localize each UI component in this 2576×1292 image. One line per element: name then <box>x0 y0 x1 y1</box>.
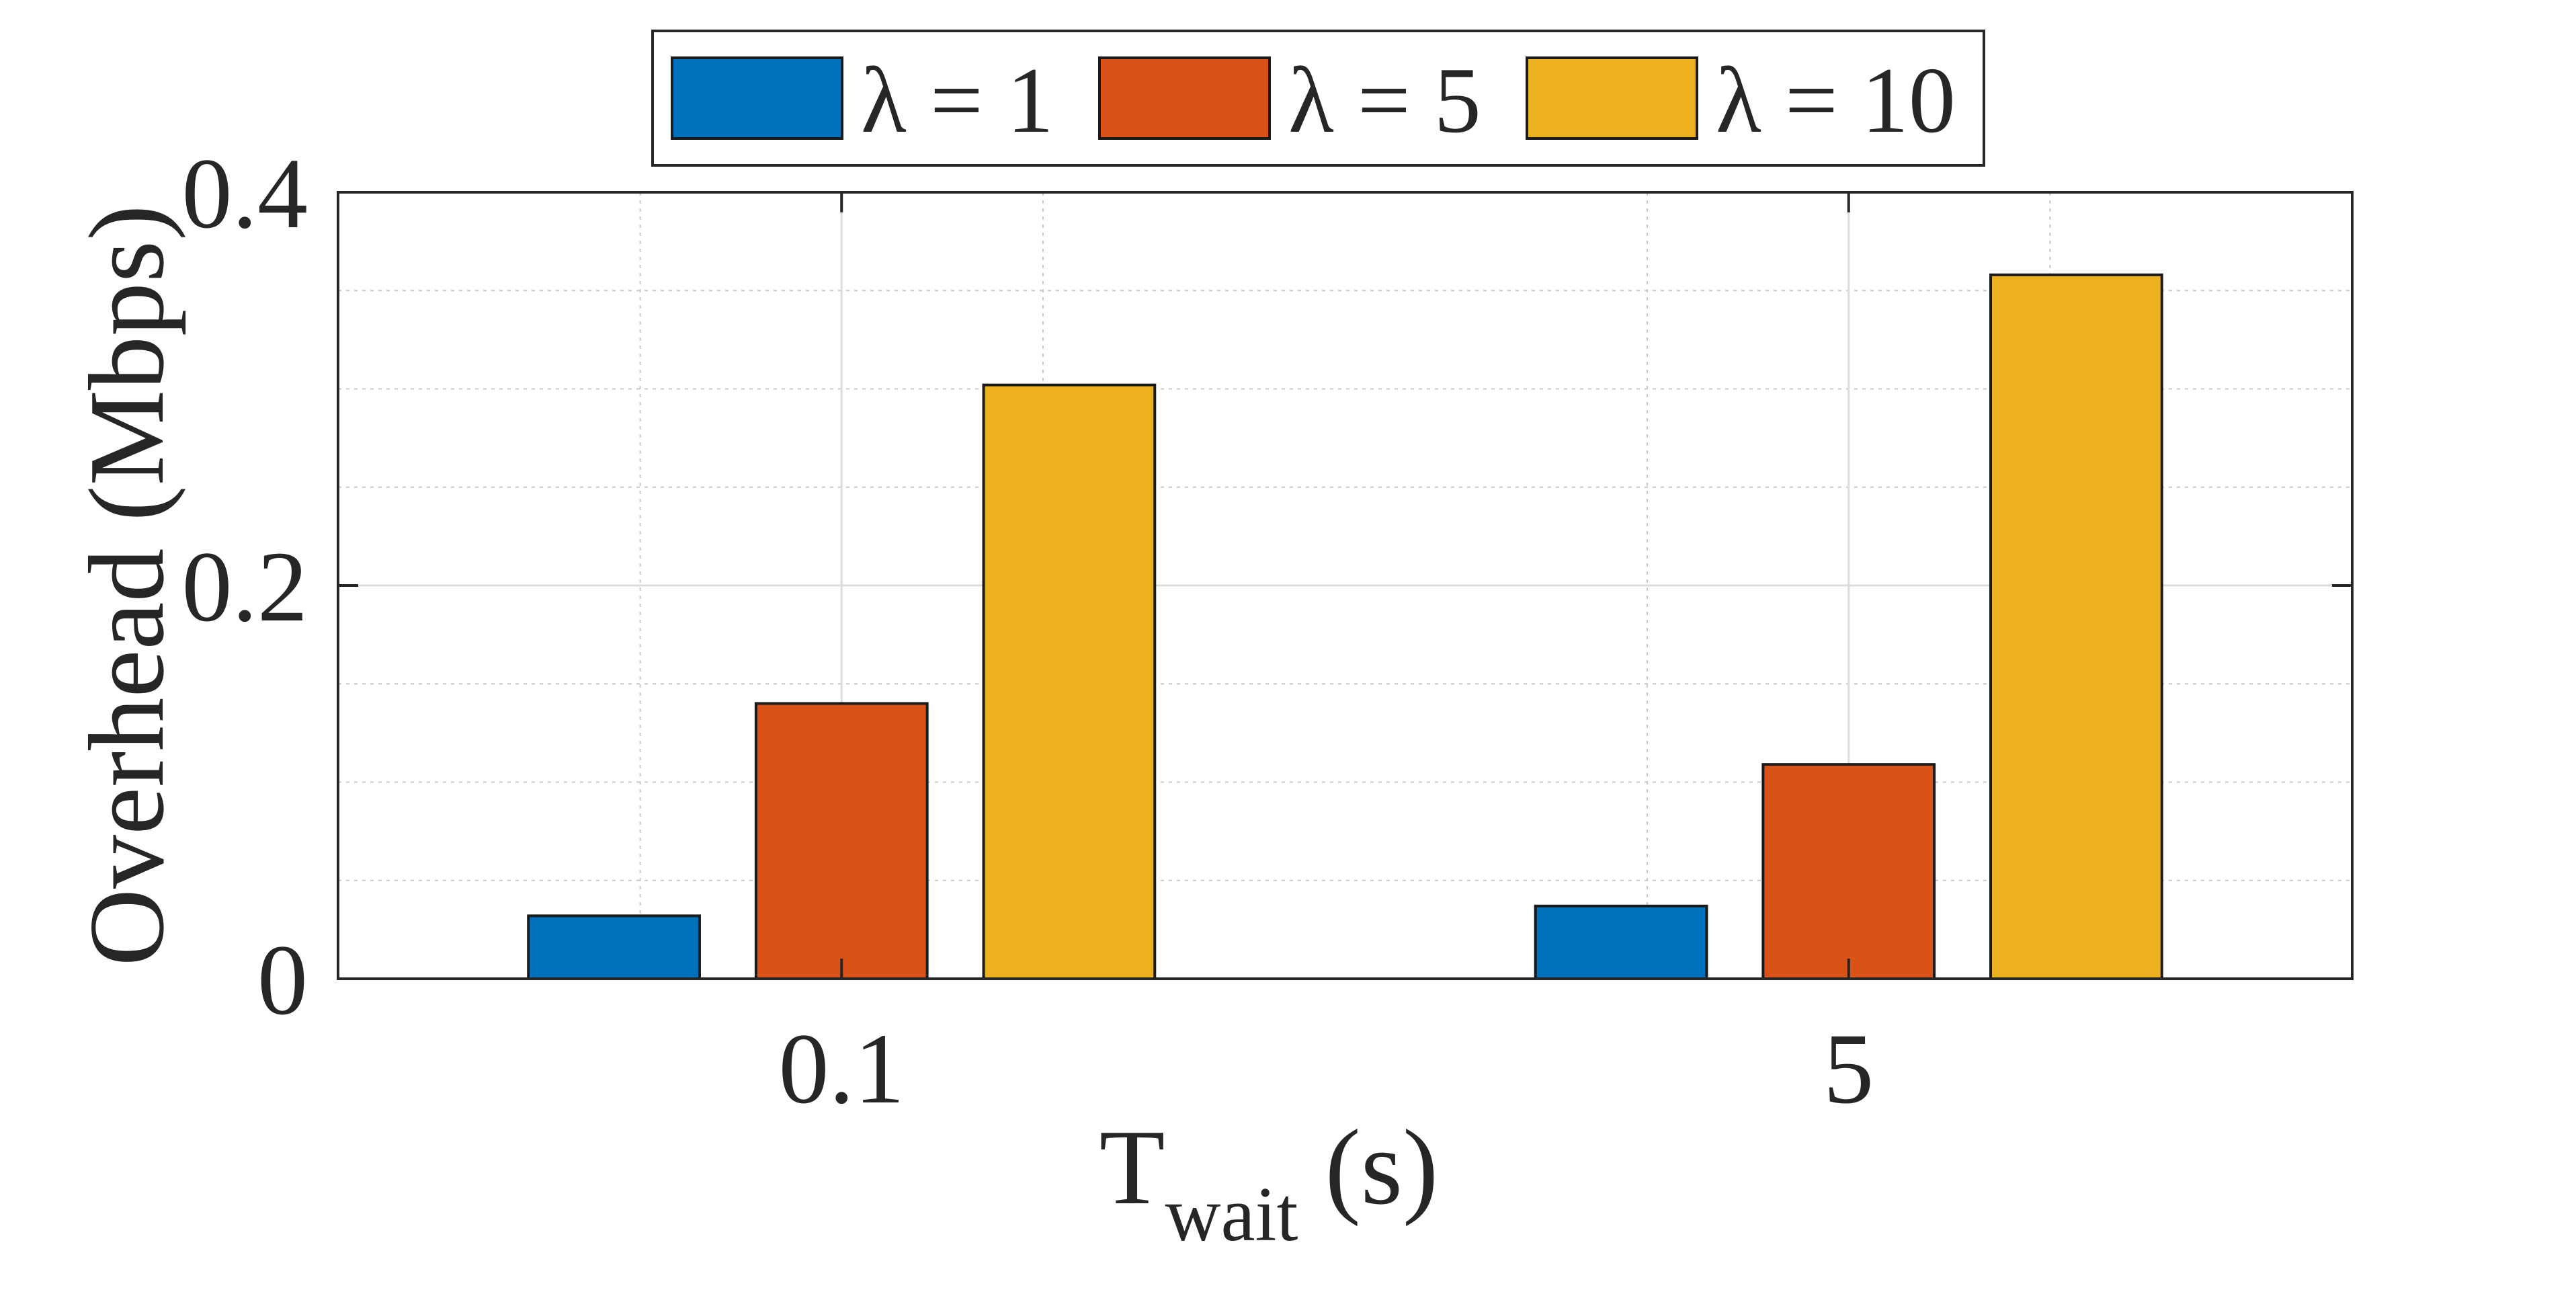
legend-items: λ = 1 λ = 5 λ = 10 <box>671 48 1956 153</box>
legend-box <box>651 30 1985 167</box>
y-axis-label: Overhead (Mbps) <box>67 205 186 967</box>
bar <box>754 702 929 980</box>
y-tick-label: 0.4 <box>182 138 308 249</box>
y-tick-label: 0.2 <box>182 531 308 643</box>
bar <box>1989 273 2163 981</box>
bars <box>527 273 2163 981</box>
ticks <box>338 191 2352 980</box>
legend-label: λ = 5 <box>1288 48 1481 153</box>
x-tick-label: 5 <box>1823 1013 1874 1125</box>
legend-swatch <box>1098 56 1271 140</box>
y-tick-label: 0 <box>257 924 308 1036</box>
bar <box>982 383 1157 980</box>
legend-swatch <box>671 56 843 140</box>
x-axis-label-main: T <box>1099 1107 1165 1227</box>
x-axis-label-subscript: wait <box>1165 1172 1298 1257</box>
bar <box>1534 904 1708 981</box>
x-tick-labels: 0.1 5 <box>779 1013 1874 1125</box>
legend-label: λ = 10 <box>1716 48 1956 153</box>
legend: λ = 1 λ = 5 λ = 10 <box>651 30 1985 167</box>
x-tick-label: 0.1 <box>779 1013 905 1125</box>
legend-swatch <box>1526 56 1698 140</box>
bar <box>1761 763 1936 981</box>
legend-label: λ = 1 <box>861 48 1054 153</box>
x-axis-label: Twait (s) <box>1099 1107 1439 1257</box>
bar <box>527 914 701 981</box>
x-axis-label-suffix: (s) <box>1298 1107 1438 1227</box>
y-tick-labels: 0 0.2 0.4 <box>182 138 308 1036</box>
